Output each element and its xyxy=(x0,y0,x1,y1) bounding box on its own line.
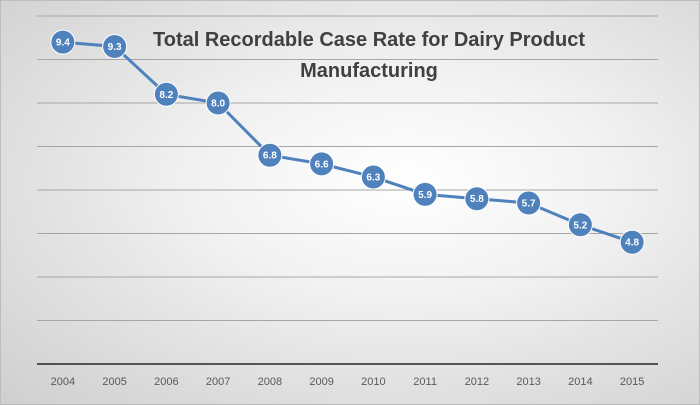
x-tick-label: 2015 xyxy=(620,376,644,388)
chart-title-line-1: Total Recordable Case Rate for Dairy Pro… xyxy=(153,29,585,51)
data-point xyxy=(153,81,179,107)
x-tick-label: 2004 xyxy=(51,376,75,388)
data-point xyxy=(205,90,231,116)
x-tick-label: 2013 xyxy=(516,376,540,388)
x-tick-label: 2009 xyxy=(309,376,333,388)
data-label: 8.0 xyxy=(211,99,225,110)
data-point xyxy=(360,164,386,190)
data-point xyxy=(50,29,76,55)
x-tick-label: 2011 xyxy=(413,376,437,388)
data-label: 5.9 xyxy=(418,190,432,201)
data-label: 4.8 xyxy=(625,238,639,249)
data-point xyxy=(464,186,490,212)
gridlines xyxy=(37,15,658,365)
chart-title-line-2: Manufacturing xyxy=(300,60,438,82)
x-tick-label: 2007 xyxy=(206,376,230,388)
x-tick-label: 2006 xyxy=(154,376,178,388)
data-label: 8.2 xyxy=(159,90,173,101)
data-label: 9.4 xyxy=(56,38,70,49)
data-label: 6.6 xyxy=(315,159,329,170)
data-point xyxy=(412,181,438,207)
data-label: 5.2 xyxy=(573,220,587,231)
data-label: 5.8 xyxy=(470,194,484,205)
x-tick-label: 2012 xyxy=(465,376,489,388)
x-tick-label: 2005 xyxy=(102,376,126,388)
x-axis-ticks: 2004 2005 2006 2007 2008 2009 2010 2011 2012 2013… xyxy=(51,376,645,388)
x-tick-label: 2008 xyxy=(258,376,282,388)
data-label: 9.3 xyxy=(108,42,122,53)
data-point xyxy=(516,190,542,216)
data-point xyxy=(567,212,593,238)
data-point xyxy=(309,151,335,177)
data-point xyxy=(102,33,128,59)
data-point xyxy=(257,142,283,168)
x-tick-label: 2014 xyxy=(568,376,592,388)
x-tick-label: 2010 xyxy=(361,376,385,388)
data-point xyxy=(619,229,645,255)
data-label: 6.3 xyxy=(366,172,380,183)
data-label: 5.7 xyxy=(522,199,536,210)
series: 9.4 9.3 8.2 8.0 6.8 6.6 6.3 5.9 5.8 5.7 5.2 4.8 xyxy=(50,29,645,255)
data-label: 6.8 xyxy=(263,151,277,162)
